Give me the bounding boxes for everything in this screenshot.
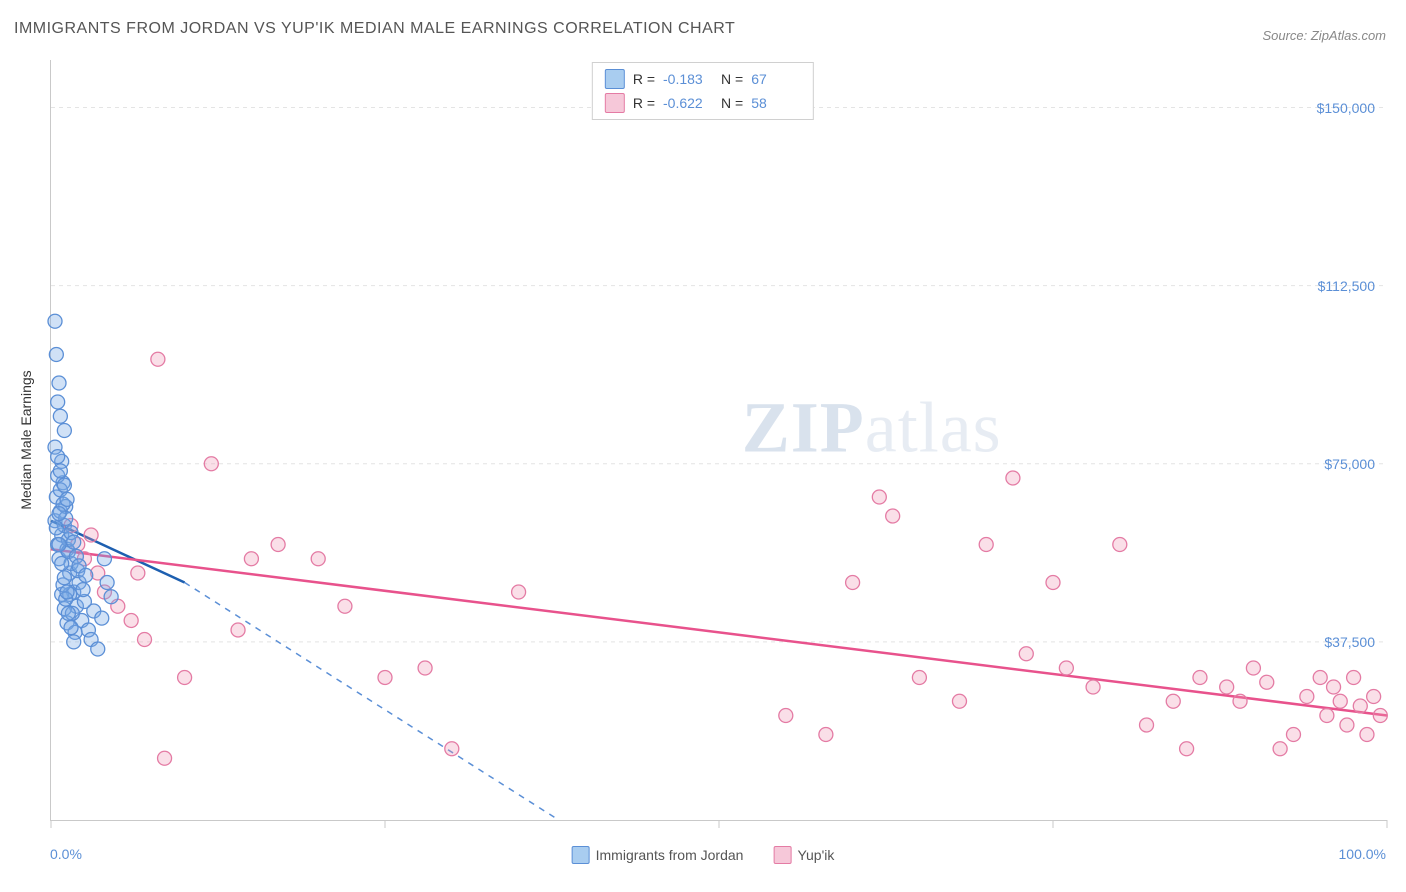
source-attribution: Source: ZipAtlas.com [1262, 28, 1386, 43]
legend-bottom: Immigrants from Jordan Yup'ik [572, 846, 835, 864]
chart-plot-area: $37,500 $75,000 $112,500 $150,000 [50, 60, 1387, 821]
legend-label-0: Immigrants from Jordan [596, 847, 744, 863]
chart-title: IMMIGRANTS FROM JORDAN VS YUP'IK MEDIAN … [14, 20, 735, 38]
y-axis-title: Median Male Earnings [18, 370, 34, 509]
stats-n-label-0: N = [721, 71, 743, 87]
legend-label-1: Yup'ik [797, 847, 834, 863]
legend-swatch-1 [773, 846, 791, 864]
stats-swatch-1 [605, 93, 625, 113]
x-axis-max-label: 100.0% [1339, 846, 1386, 862]
scatter-svg [51, 60, 1387, 820]
y-tick-label: $75,000 [1324, 456, 1375, 472]
stats-n-label-1: N = [721, 95, 743, 111]
stats-r-value-1: -0.622 [663, 95, 713, 111]
y-tick-label: $150,000 [1317, 100, 1375, 116]
x-axis-min-label: 0.0% [50, 846, 82, 862]
stats-legend-box: R = -0.183 N = 67 R = -0.622 N = 58 [592, 62, 814, 120]
y-tick-label: $37,500 [1324, 634, 1375, 650]
y-tick-label: $112,500 [1318, 278, 1375, 294]
stats-row-0: R = -0.183 N = 67 [605, 67, 801, 91]
legend-item-0: Immigrants from Jordan [572, 846, 744, 864]
stats-r-value-0: -0.183 [663, 71, 713, 87]
legend-item-1: Yup'ik [773, 846, 834, 864]
stats-swatch-0 [605, 69, 625, 89]
stats-r-label-0: R = [633, 71, 655, 87]
stats-row-1: R = -0.622 N = 58 [605, 91, 801, 115]
stats-n-value-1: 58 [751, 95, 801, 111]
legend-swatch-0 [572, 846, 590, 864]
stats-n-value-0: 67 [751, 71, 801, 87]
stats-r-label-1: R = [633, 95, 655, 111]
